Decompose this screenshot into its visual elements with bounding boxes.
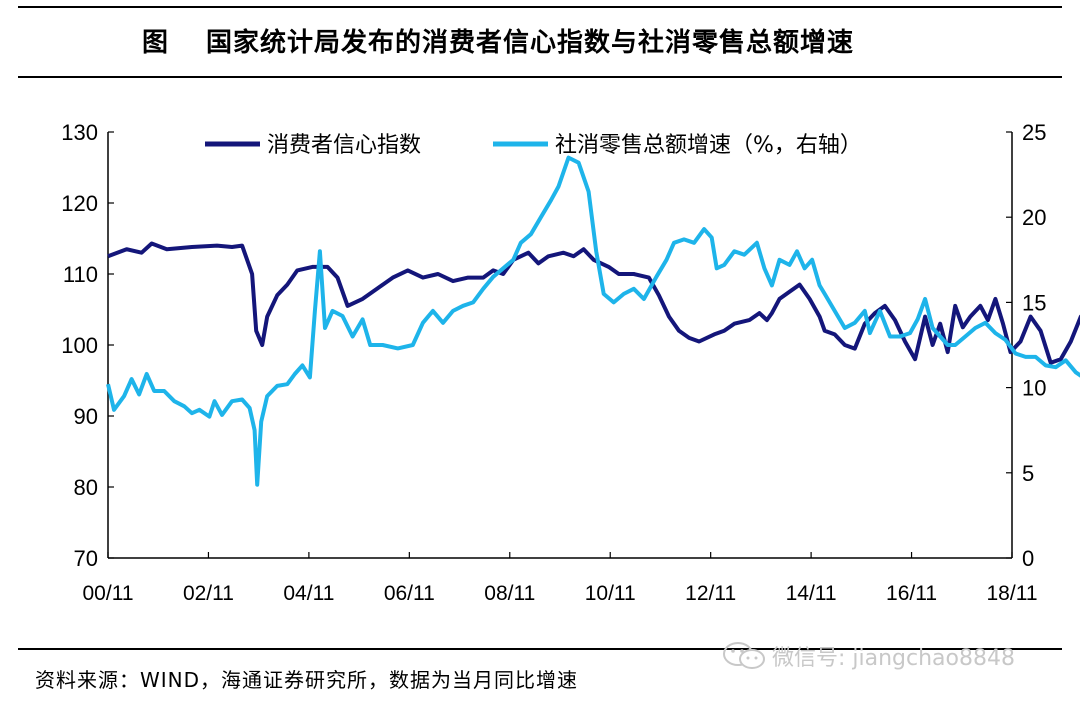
source-note: 资料来源：WIND，海通证券研究所，数据为当月同比增速 [35, 668, 579, 692]
x-tick-label: 14/11 [786, 582, 837, 605]
chart-axes: 70 80 90 100 110 120 130 0 5 10 15 20 25 00/11 02/11 04… [61, 120, 1046, 605]
x-tick-label: 00/11 [83, 582, 134, 605]
y-left-tick-label: 80 [74, 475, 98, 500]
y-left-tick-label: 130 [61, 120, 98, 145]
y-right-tick-label: 25 [1022, 120, 1046, 145]
series-line-2 [106, 155, 1080, 487]
legend-label-2: 社消零售总额增速（%，右轴） [555, 133, 862, 158]
chart-legend: 消费者信心指数 社消零售总额增速（%，右轴） [205, 133, 862, 158]
x-tick-label: 02/11 [183, 582, 234, 605]
series-line-1 [107, 241, 1080, 365]
y-right-tick-label: 15 [1022, 290, 1046, 315]
line-chart: 70 80 90 100 110 120 130 0 5 10 15 20 25 00/11 02/11 04… [61, 120, 1080, 605]
x-tick-label: 12/11 [685, 582, 736, 605]
y-right-tick-label: 5 [1022, 461, 1034, 486]
chart-title: 国家统计局发布的消费者信心指数与社消零售总额增速 [206, 28, 855, 58]
x-tick-label: 06/11 [384, 582, 435, 605]
x-tick-label: 04/11 [283, 582, 334, 605]
y-right-tick-label: 20 [1022, 205, 1046, 230]
y-left-tick-label: 70 [74, 546, 98, 571]
x-tick-label: 10/11 [585, 582, 636, 605]
chart-series [106, 155, 1080, 487]
footer-rule [18, 648, 1062, 650]
y-right-tick-label: 0 [1022, 546, 1034, 571]
y-left-tick-label: 120 [61, 191, 98, 216]
y-right-tick-label: 10 [1022, 376, 1046, 401]
x-tick-label: 16/11 [886, 582, 937, 605]
legend-label-1: 消费者信心指数 [267, 133, 421, 158]
watermark: 微信号: jiangchao8848 [722, 640, 1015, 672]
figure-label: 图 [142, 28, 169, 58]
watermark-text: 微信号: jiangchao8848 [772, 646, 1015, 671]
y-left-tick-label: 110 [63, 262, 98, 287]
title-top-rule [18, 6, 1062, 8]
y-left-tick-label: 90 [74, 404, 98, 429]
title-bar: 图 国家统计局发布的消费者信心指数与社消零售总额增速 [18, 0, 1062, 90]
wechat-icon [723, 642, 765, 669]
title-bottom-rule [18, 76, 1062, 78]
x-tick-label: 18/11 [987, 582, 1038, 605]
x-tick-label: 08/11 [484, 582, 535, 605]
y-left-tick-label: 100 [61, 333, 98, 358]
